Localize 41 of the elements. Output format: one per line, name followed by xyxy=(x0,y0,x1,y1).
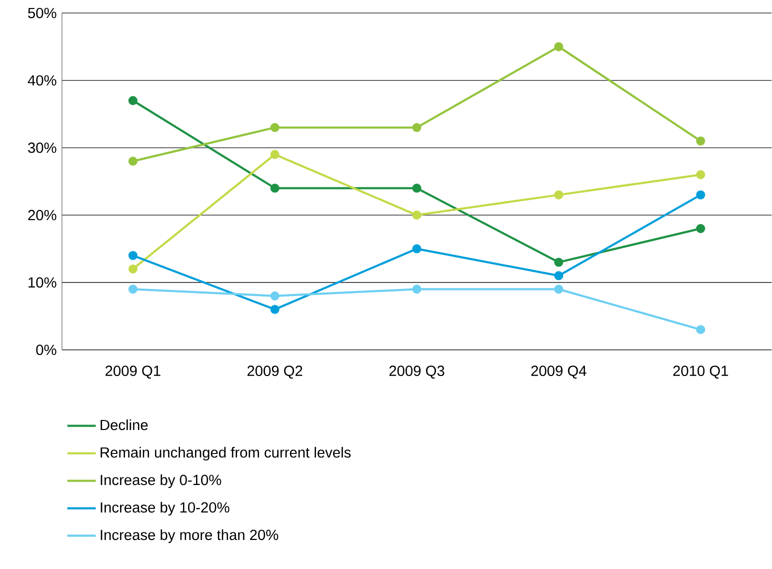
legend-label: Increase by more than 20% xyxy=(100,529,278,544)
y-tick-label: 20% xyxy=(28,210,56,220)
point xyxy=(412,210,422,220)
legend-label: Decline xyxy=(100,420,148,430)
x-tick-label: 2009 Q4 xyxy=(531,366,586,379)
y-tick-label: 30% xyxy=(28,142,56,154)
x-tick-label: 2010 Q1 xyxy=(673,366,728,379)
point xyxy=(270,184,280,193)
point xyxy=(270,150,280,160)
point xyxy=(696,325,706,334)
point xyxy=(128,284,138,294)
legend-label: Increase by 0-10% xyxy=(100,474,222,488)
point xyxy=(128,264,138,274)
legend-label: Remain unchanged from current levels xyxy=(100,447,351,461)
x-tick-label: 2009 Q3 xyxy=(389,366,444,379)
point xyxy=(412,244,422,254)
point xyxy=(554,271,564,280)
x-tick-label: 2009 Q2 xyxy=(247,366,302,379)
point xyxy=(128,251,138,260)
point xyxy=(270,292,280,301)
point xyxy=(554,284,564,294)
point xyxy=(554,190,564,200)
y-tick-label: 50% xyxy=(28,8,56,18)
point xyxy=(128,96,138,106)
point xyxy=(696,170,706,180)
point xyxy=(270,305,280,314)
x-tick-label: 2009 Q1 xyxy=(106,366,160,379)
point xyxy=(696,190,706,200)
point xyxy=(412,284,422,294)
point xyxy=(696,136,706,146)
point xyxy=(554,42,564,52)
y-tick-label: 10% xyxy=(28,277,56,288)
point xyxy=(270,123,280,132)
y-tick-label: 40% xyxy=(28,75,56,86)
point xyxy=(128,156,138,166)
point xyxy=(412,123,422,132)
y-tick-label: 0% xyxy=(36,344,56,356)
point xyxy=(412,184,422,193)
point xyxy=(696,224,706,234)
legend-label: Increase by 10-20% xyxy=(100,502,230,516)
point xyxy=(554,258,564,267)
